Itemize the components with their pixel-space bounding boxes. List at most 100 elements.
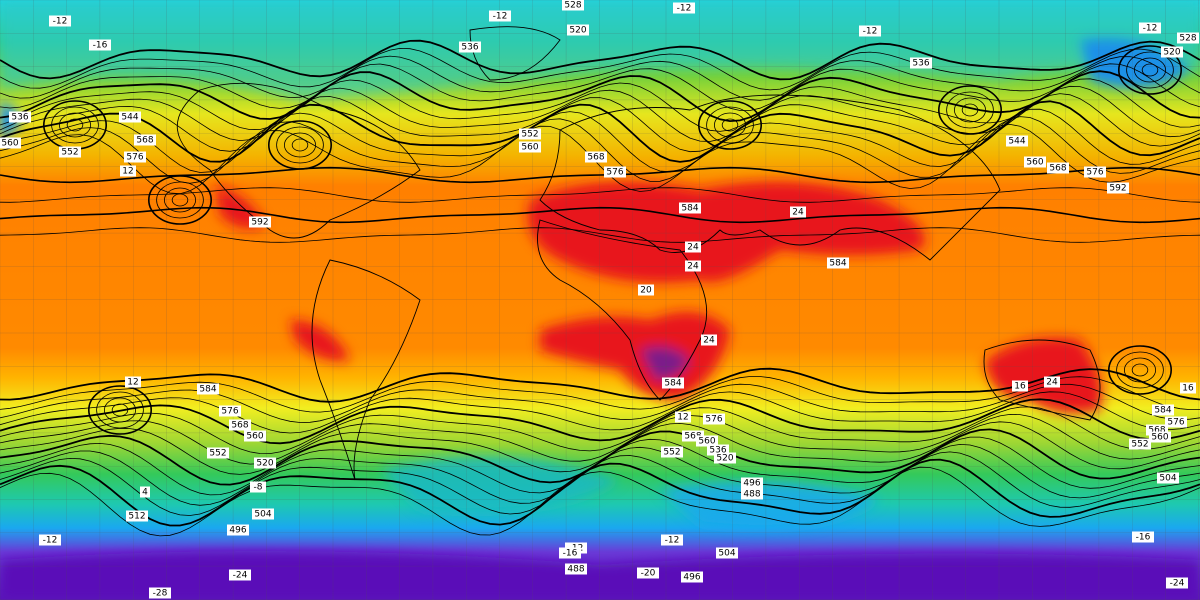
contour-line: [0, 123, 1200, 195]
label-box: [741, 477, 763, 489]
temperature-label: -12: [493, 12, 508, 22]
height-label: 552: [209, 449, 226, 459]
label-box: [565, 563, 587, 575]
contour-line: [0, 70, 1200, 123]
height-label: 560: [1151, 433, 1168, 443]
label-box: [675, 411, 691, 423]
height-label: 536: [709, 446, 726, 456]
label-box: [1166, 577, 1188, 589]
label-box: [790, 206, 806, 218]
temperature-label: 12: [677, 413, 688, 423]
contour-line: [0, 413, 1200, 465]
height-label: 536: [461, 43, 478, 53]
label-box: [9, 111, 31, 123]
label-box: [149, 587, 171, 599]
label-box: [1024, 156, 1046, 168]
height-label: 584: [829, 259, 846, 269]
temperature-label: -16: [93, 41, 108, 51]
label-box: [1084, 166, 1106, 178]
temperature-label: -12: [665, 536, 680, 546]
contour-ring: [954, 97, 987, 123]
label-box: [662, 377, 684, 389]
label-box: [741, 488, 763, 500]
label-box: [661, 534, 683, 546]
contour-ring: [697, 100, 762, 150]
contour-ring: [163, 187, 196, 213]
label-box: [1139, 22, 1161, 34]
height-label: 552: [663, 448, 680, 458]
height-label: 552: [61, 148, 78, 158]
label-box: [125, 376, 141, 388]
contour-line: [0, 227, 1200, 243]
temperature-label: -8: [254, 483, 263, 493]
label-box: [39, 534, 61, 546]
temperature-label: 20: [640, 286, 652, 296]
label-box: [49, 15, 71, 27]
height-label: 568: [231, 421, 248, 431]
label-box: [685, 260, 701, 272]
contour-ring: [961, 103, 979, 117]
temperature-label: -12: [677, 4, 692, 14]
label-box: [252, 508, 274, 520]
contour-ring: [937, 85, 1002, 135]
contour-line: [0, 78, 1200, 132]
height-label: 584: [199, 385, 216, 395]
contour-ring: [111, 403, 129, 417]
contour-ring: [104, 397, 137, 423]
height-label: 568: [684, 432, 701, 442]
label-box: [585, 151, 607, 163]
height-label: 536: [912, 59, 929, 69]
contour-line: [0, 55, 1200, 101]
temperature-label: -24: [1170, 579, 1185, 589]
label-box: [207, 447, 229, 459]
height-label: 504: [718, 549, 735, 559]
height-label: 488: [743, 490, 760, 500]
contour-ring: [283, 132, 316, 158]
contour-ring: [59, 112, 92, 138]
label-box: [1047, 162, 1069, 174]
contour-line: [0, 85, 1200, 142]
label-box: [701, 334, 717, 346]
contour-ring: [1118, 45, 1183, 95]
height-contours: [0, 39, 1200, 537]
temperature-label: -12: [43, 536, 58, 546]
temperature-label: -16: [1136, 533, 1151, 543]
height-label: 552: [521, 130, 538, 140]
contour-ring: [1134, 57, 1167, 83]
height-label: 536: [11, 113, 28, 123]
label-box: [673, 2, 695, 14]
label-box: [140, 486, 150, 498]
height-label: 560: [698, 437, 715, 447]
label-box: [679, 202, 701, 214]
label-box: [250, 481, 266, 493]
height-label: 504: [254, 510, 271, 520]
height-label: 568: [1148, 426, 1165, 436]
contour-line: [0, 421, 1200, 475]
height-label: 488: [567, 565, 584, 575]
temperature-label: -12: [1143, 24, 1158, 34]
label-box: [1152, 404, 1174, 416]
label-box: [567, 24, 589, 36]
height-label: 592: [1109, 184, 1126, 194]
label-box: [637, 567, 659, 579]
height-label: 512: [128, 512, 145, 522]
label-box: [681, 571, 703, 583]
label-box: [716, 547, 738, 559]
label-box: [559, 547, 581, 559]
label-box: [827, 257, 849, 269]
contour-line: [0, 166, 1200, 184]
label-box: [707, 444, 729, 456]
label-box: [1165, 416, 1187, 428]
contour-ring: [267, 120, 332, 170]
contour-ring: [148, 175, 213, 225]
label-box: [126, 510, 148, 522]
height-label: 552: [1131, 440, 1148, 450]
label-box: [1177, 32, 1199, 44]
label-box: [696, 435, 718, 447]
label-box: [562, 0, 584, 11]
label-box: [661, 446, 683, 458]
temperature-label: 24: [1046, 378, 1058, 388]
contour-line: [0, 39, 1200, 81]
